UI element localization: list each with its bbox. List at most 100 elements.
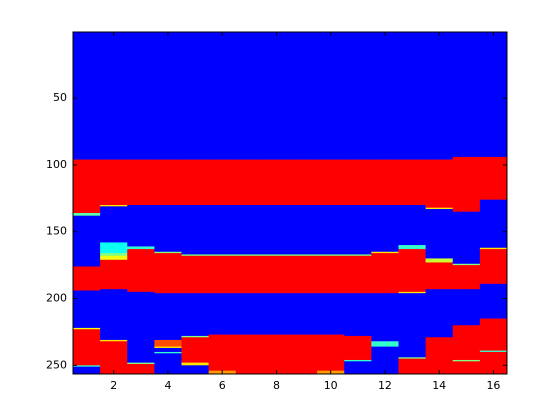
heat-cell	[208, 254, 237, 257]
heat-cell	[479, 283, 508, 319]
heat-cell	[181, 254, 210, 257]
heat-cell	[290, 159, 318, 206]
heat-cell	[181, 32, 210, 160]
heat-cell	[317, 254, 345, 257]
heat-cell	[344, 255, 372, 294]
heat-cell	[452, 32, 481, 158]
heat-cell	[479, 199, 508, 249]
heat-cell	[344, 254, 372, 257]
heat-cell	[479, 247, 508, 250]
heat-cell	[425, 207, 454, 210]
heat-cell	[127, 205, 155, 247]
heat-cell	[398, 205, 427, 246]
heat-cell	[73, 215, 101, 267]
heat-cell	[398, 357, 427, 359]
heat-cell	[154, 353, 182, 375]
heat-cell	[127, 362, 155, 365]
heat-cell	[452, 263, 481, 266]
heat-cell	[235, 334, 264, 375]
heat-cell	[100, 339, 128, 342]
y-tick-label: 200	[46, 292, 67, 305]
heat-cell	[73, 266, 101, 291]
heat-cell	[479, 318, 508, 351]
heat-cell	[262, 255, 291, 294]
heat-cell	[452, 156, 481, 212]
heat-cell	[398, 159, 427, 206]
x-tick-label: 6	[219, 379, 226, 392]
heat-cell	[235, 255, 264, 294]
y-tick-label: 150	[46, 225, 67, 238]
heat-cell	[73, 290, 101, 329]
heat-cell	[479, 32, 508, 158]
heat-cell	[452, 325, 481, 361]
heat-cell	[452, 359, 481, 362]
heat-cell	[208, 159, 237, 206]
x-tick-label: 10	[324, 379, 338, 392]
heat-cell	[425, 32, 454, 160]
heat-cell	[290, 254, 318, 257]
heat-cell	[290, 293, 318, 335]
heat-cell	[73, 365, 101, 367]
heat-cell	[235, 293, 264, 335]
heat-cell	[181, 159, 210, 206]
heat-cell	[398, 32, 427, 160]
heat-cell	[317, 159, 345, 206]
heat-cell	[154, 351, 182, 354]
heat-cell	[127, 159, 155, 206]
heat-cell	[100, 159, 128, 206]
heat-cell	[425, 258, 454, 263]
heat-cell	[154, 339, 182, 347]
heat-cell	[425, 159, 454, 208]
heat-cell	[425, 289, 454, 338]
heat-cell	[452, 211, 481, 265]
heat-cell	[344, 32, 372, 160]
heat-cell	[398, 249, 427, 293]
heat-cell	[452, 265, 481, 290]
heat-cell	[452, 289, 481, 326]
heat-cell	[181, 293, 210, 337]
y-tick-label: 250	[46, 358, 67, 371]
heat-cell	[398, 358, 427, 375]
heat-cell	[181, 365, 210, 375]
heat-cell	[371, 32, 399, 160]
heat-cell	[371, 205, 399, 253]
heat-cell	[344, 159, 372, 206]
heat-cell	[398, 293, 427, 358]
heat-cell	[127, 32, 155, 160]
heat-cell	[154, 346, 182, 349]
heat-cell	[371, 253, 399, 294]
heat-cell	[290, 32, 318, 160]
heat-cell	[127, 363, 155, 375]
heat-cell	[73, 213, 101, 216]
heat-cell	[235, 159, 264, 206]
heat-cell	[100, 253, 128, 257]
heat-cell	[479, 350, 508, 353]
heat-cell	[100, 242, 128, 254]
heat-cell	[100, 32, 128, 160]
heat-cell	[344, 293, 372, 337]
heat-cell	[73, 159, 101, 214]
heat-cell	[317, 334, 345, 371]
heat-cell	[425, 209, 454, 259]
heat-cell	[100, 205, 128, 207]
heat-cell	[154, 251, 182, 254]
heat-cell	[100, 289, 128, 341]
heat-cell	[73, 32, 101, 160]
heat-cell	[181, 335, 210, 338]
heat-cell	[371, 341, 399, 347]
heat-cell	[317, 293, 345, 335]
heat-cell	[181, 362, 210, 366]
heat-cell	[425, 337, 454, 375]
heat-cell	[73, 329, 101, 366]
x-tick-label: 14	[432, 379, 446, 392]
heat-cell	[479, 156, 508, 200]
heat-cell	[344, 205, 372, 255]
heat-cell	[154, 293, 182, 341]
heat-cell	[317, 32, 345, 160]
heat-cell	[344, 335, 372, 361]
heat-cell	[317, 205, 345, 255]
heat-cell	[262, 334, 291, 375]
x-tick-label: 16	[486, 379, 500, 392]
heat-cell	[208, 205, 237, 255]
heat-cell	[235, 205, 264, 255]
